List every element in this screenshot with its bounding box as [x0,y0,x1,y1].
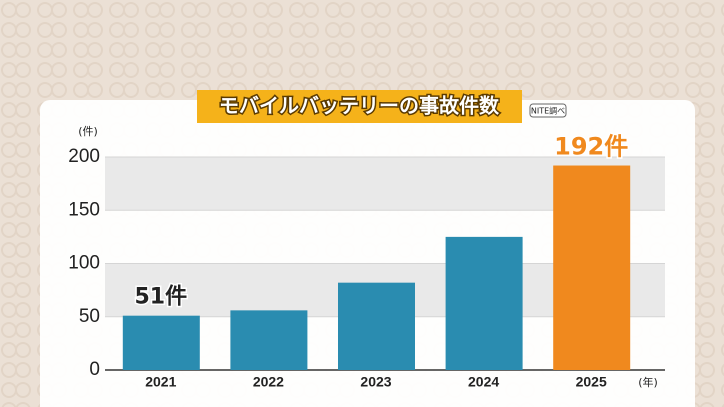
y-tick-label: 0 [89,359,100,380]
source: NITE調べ [531,106,565,116]
value-label: 51件 [134,285,187,310]
bar [445,236,523,370]
y-unit: (件) [78,125,98,138]
x-tick-label: 2022 [253,374,284,390]
bar [122,315,200,370]
x-tick-label: 2025 [576,374,607,390]
y-tick-label: 100 [68,253,100,274]
bar [553,165,631,370]
y-tick-label: 200 [68,146,100,167]
chart-title: モバイルバッテリーの事故件数 [219,94,500,118]
x-tick-label: 2023 [360,374,391,390]
x-tick-label: 2024 [468,374,499,390]
x-tick-label: 2021 [145,374,176,390]
x-unit: (年) [638,375,658,389]
title-box [197,90,522,123]
bar [230,310,308,370]
source-box [529,103,567,118]
y-tick-label: 50 [79,306,100,327]
y-tick-label: 150 [68,199,100,220]
bar [338,282,415,370]
value-label: 192件 [554,133,628,161]
